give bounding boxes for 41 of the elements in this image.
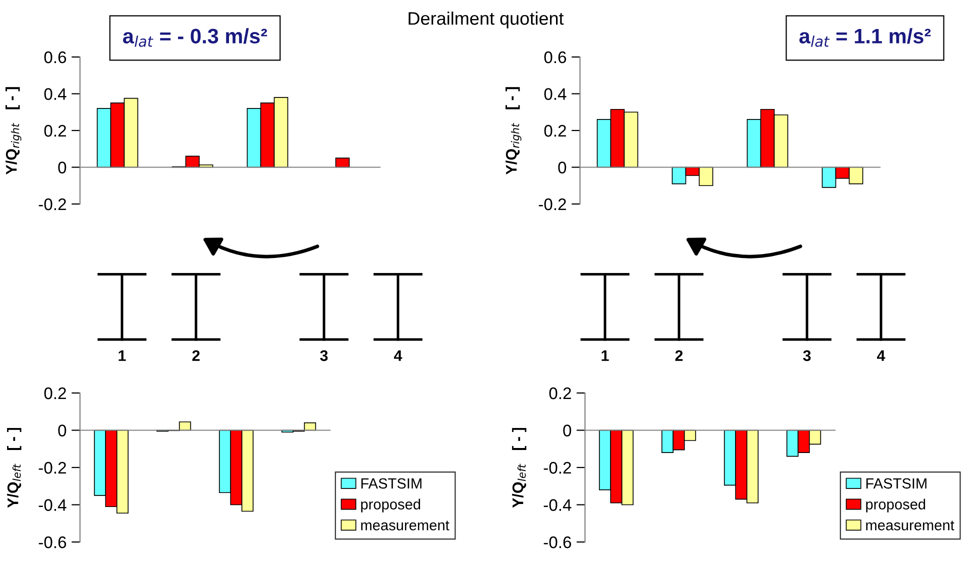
y-tick-label: 0.4 (44, 88, 66, 100)
text: 2 (675, 350, 683, 361)
y-tick-label: 0 (58, 162, 66, 174)
y-tick-label: -0.2 (38, 198, 66, 210)
legend-label: FASTSIM (866, 478, 926, 489)
text: Y/Q$_{right}$ [ - ] (506, 87, 522, 175)
legend-label: FASTSIM (361, 478, 422, 489)
text: Y/Q$_{right}$ [ - ] (6, 87, 22, 175)
y-tick-label: 0.6 (544, 51, 566, 64)
y-tick-label: -0.6 (38, 536, 66, 548)
text: Y/Q$_{left}$ [ - ] (7, 428, 22, 508)
text: 3 (320, 350, 328, 362)
legend-label: measurement (866, 520, 954, 530)
text: 4 (394, 350, 402, 361)
legend-label: measurement (361, 520, 450, 530)
text: 3 (803, 350, 811, 362)
text: 1 (118, 350, 126, 361)
text: 4 (876, 350, 886, 361)
y-tick-label: -0.4 (38, 499, 66, 511)
y-tick-label: 0.2 (549, 387, 571, 400)
y-tick-label: 0 (58, 424, 66, 436)
y-tick-label: 0.6 (44, 51, 66, 64)
legend-label: proposed (866, 498, 926, 512)
chart-subtitle: a$_{lat}$ = - 0.3 m/s² (123, 28, 268, 47)
y-tick-label: 0.2 (544, 124, 566, 137)
y-tick-label: -0.2 (38, 462, 66, 474)
y-tick-label: -0.6 (544, 536, 572, 548)
y-tick-label: -0.2 (538, 198, 566, 210)
y-tick-label: 0.4 (544, 88, 566, 100)
text: 1 (602, 350, 609, 361)
text: Derailment quotient (408, 12, 564, 28)
y-tick-label: -0.4 (544, 499, 572, 511)
y-tick-label: -0.2 (544, 462, 571, 474)
y-tick-label: 0 (563, 424, 572, 436)
y-tick-label: 0.2 (44, 387, 66, 400)
text: 2 (192, 350, 200, 361)
y-tick-label: 0.2 (44, 124, 66, 137)
y-tick-label: 0 (558, 162, 566, 174)
legend-label: proposed (361, 498, 420, 512)
text: Y/Q$_{left}$ [ - ] (512, 428, 526, 508)
chart-subtitle: a$_{lat}$ = 1.1 m/s² (799, 28, 931, 47)
